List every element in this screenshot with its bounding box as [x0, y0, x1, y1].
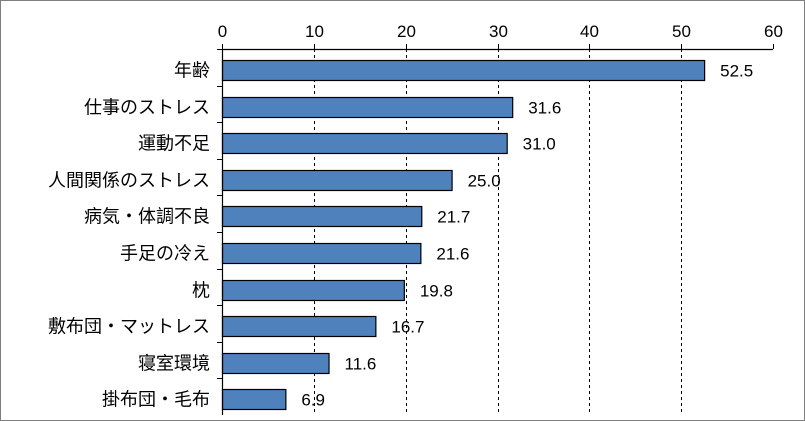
x-tick-label: 20 — [397, 22, 416, 41]
bar-0 — [221, 59, 706, 82]
x-tick-label: 50 — [672, 22, 691, 41]
x-axis-tick-labels: 0 10 20 30 40 50 60 — [218, 22, 783, 41]
category-label: 運動不足 — [138, 134, 210, 155]
category-label: 病気・体調不良 — [84, 207, 210, 228]
bar-5 — [221, 242, 422, 265]
value-label: 21.6 — [436, 245, 469, 264]
value-label: 52.5 — [720, 62, 753, 81]
bar-3 — [221, 169, 453, 192]
value-label: 16.7 — [391, 318, 424, 337]
category-label: 年齢 — [174, 61, 210, 82]
category-label: 枕 — [192, 281, 210, 302]
value-label: 21.7 — [437, 208, 470, 227]
bar-2 — [221, 132, 508, 155]
value-label: 19.8 — [420, 282, 453, 301]
x-tick-label: 60 — [764, 22, 783, 41]
category-label: 敷布団・マットレス — [48, 317, 210, 338]
category-labels: 年齢仕事のストレス運動不足人間関係のストレス病気・体調不良手足の冷え枕敷布団・マ… — [48, 61, 210, 411]
bar-1 — [221, 96, 514, 119]
x-tick-label: 0 — [218, 22, 227, 41]
bars — [221, 59, 706, 411]
value-label: 31.0 — [523, 135, 556, 154]
bar-6 — [221, 279, 405, 302]
bar-4 — [221, 205, 423, 228]
bar-7 — [221, 315, 377, 338]
value-label: 11.6 — [345, 355, 377, 374]
value-label: 25.0 — [468, 172, 501, 191]
x-tick-label: 10 — [305, 22, 324, 41]
category-label: 仕事のストレス — [84, 98, 210, 119]
x-tick-label: 40 — [580, 22, 599, 41]
value-labels: 52.5 31.6 31.0 25.0 21.7 21.6 19.8 16.7 11.6 6.9 — [301, 62, 753, 410]
bar-9 — [221, 388, 287, 411]
axes — [217, 48, 773, 415]
value-label: 6.9 — [301, 391, 325, 410]
bar-8 — [221, 352, 330, 375]
value-label: 31.6 — [528, 99, 561, 118]
x-tick-label: 30 — [489, 22, 508, 41]
category-label: 掛布団・毛布 — [102, 390, 210, 411]
category-label: 寝室環境 — [138, 354, 210, 375]
category-label: 手足の冷え — [120, 244, 210, 265]
category-label: 人間関係のストレス — [48, 171, 210, 192]
